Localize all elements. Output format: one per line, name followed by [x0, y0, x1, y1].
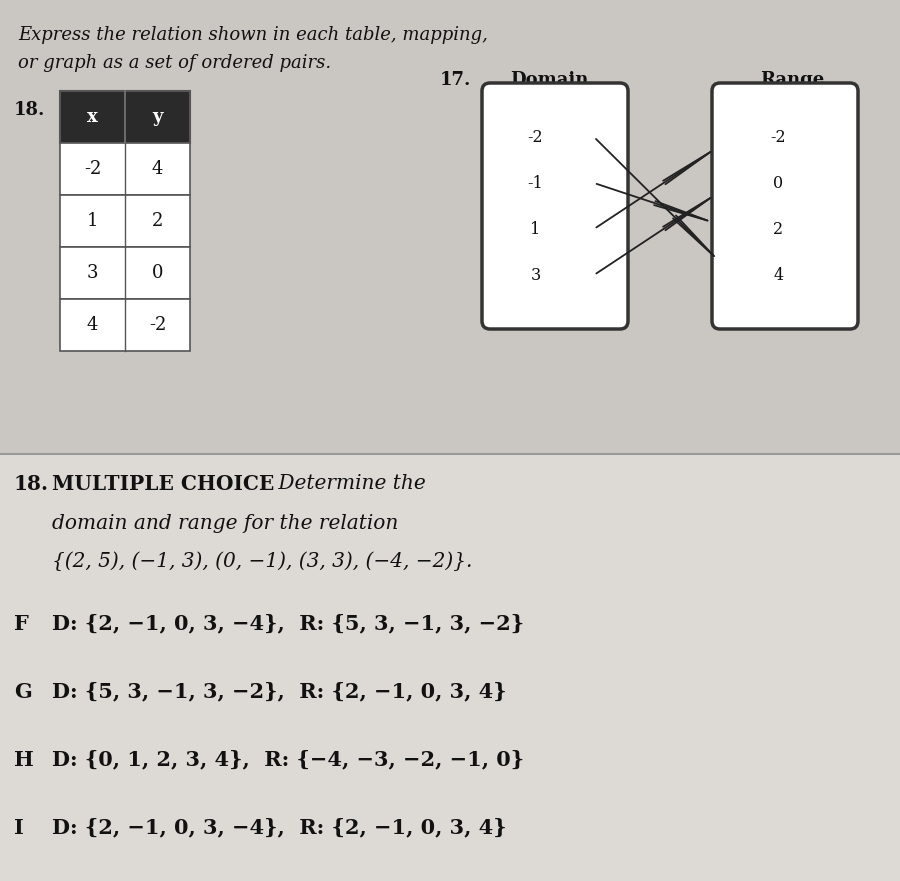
Text: 1: 1 — [86, 212, 98, 230]
Text: G: G — [14, 682, 32, 701]
Text: D: {5, 3, −1, 3, −2},  R: {2, −1, 0, 3, 4}: D: {5, 3, −1, 3, −2}, R: {2, −1, 0, 3, 4… — [52, 682, 507, 701]
Text: Determine the: Determine the — [272, 474, 426, 492]
Bar — [0, 454, 900, 881]
Text: 0: 0 — [773, 174, 784, 191]
Text: {(2, 5), (−1, 3), (0, −1), (3, 3), (−4, −2)}.: {(2, 5), (−1, 3), (0, −1), (3, 3), (−4, … — [52, 552, 472, 572]
Text: MULTIPLE CHOICE: MULTIPLE CHOICE — [52, 474, 274, 493]
Bar — [60, 143, 190, 195]
Text: Range: Range — [760, 71, 824, 89]
Text: -2: -2 — [527, 129, 544, 145]
Text: 2: 2 — [152, 212, 163, 230]
Bar — [0, 0, 900, 454]
FancyBboxPatch shape — [482, 83, 628, 329]
Text: 17.: 17. — [440, 71, 472, 89]
Text: 3: 3 — [530, 266, 541, 284]
Text: D: {2, −1, 0, 3, −4},  R: {5, 3, −1, 3, −2}: D: {2, −1, 0, 3, −4}, R: {5, 3, −1, 3, −… — [52, 614, 524, 633]
Text: 18.: 18. — [14, 101, 45, 119]
Text: Domain: Domain — [510, 71, 589, 89]
Text: I: I — [14, 818, 24, 838]
Text: D: {2, −1, 0, 3, −4},  R: {2, −1, 0, 3, 4}: D: {2, −1, 0, 3, −4}, R: {2, −1, 0, 3, 4… — [52, 818, 507, 838]
Text: -2: -2 — [148, 316, 166, 334]
Bar — [60, 91, 190, 143]
Text: 0: 0 — [152, 264, 163, 282]
Bar — [60, 247, 190, 299]
Bar — [60, 195, 190, 247]
Text: 18.: 18. — [14, 474, 49, 493]
Text: 2: 2 — [773, 220, 784, 238]
Text: F: F — [14, 614, 29, 633]
Text: domain and range for the relation: domain and range for the relation — [52, 514, 399, 533]
Text: D: {0, 1, 2, 3, 4},  R: {−4, −3, −2, −1, 0}: D: {0, 1, 2, 3, 4}, R: {−4, −3, −2, −1, … — [52, 750, 524, 770]
Text: 3: 3 — [86, 264, 98, 282]
Text: 4: 4 — [773, 266, 784, 284]
Text: Express the relation shown in each table, mapping,: Express the relation shown in each table… — [18, 26, 488, 44]
Bar — [60, 299, 190, 351]
Text: 4: 4 — [152, 160, 163, 178]
FancyBboxPatch shape — [712, 83, 858, 329]
Text: -2: -2 — [84, 160, 101, 178]
Text: or graph as a set of ordered pairs.: or graph as a set of ordered pairs. — [18, 54, 331, 72]
Text: x: x — [87, 108, 98, 126]
Text: 1: 1 — [530, 220, 541, 238]
Text: y: y — [152, 108, 163, 126]
Text: -2: -2 — [770, 129, 787, 145]
Text: H: H — [14, 750, 34, 770]
Text: -1: -1 — [527, 174, 544, 191]
Text: 4: 4 — [86, 316, 98, 334]
